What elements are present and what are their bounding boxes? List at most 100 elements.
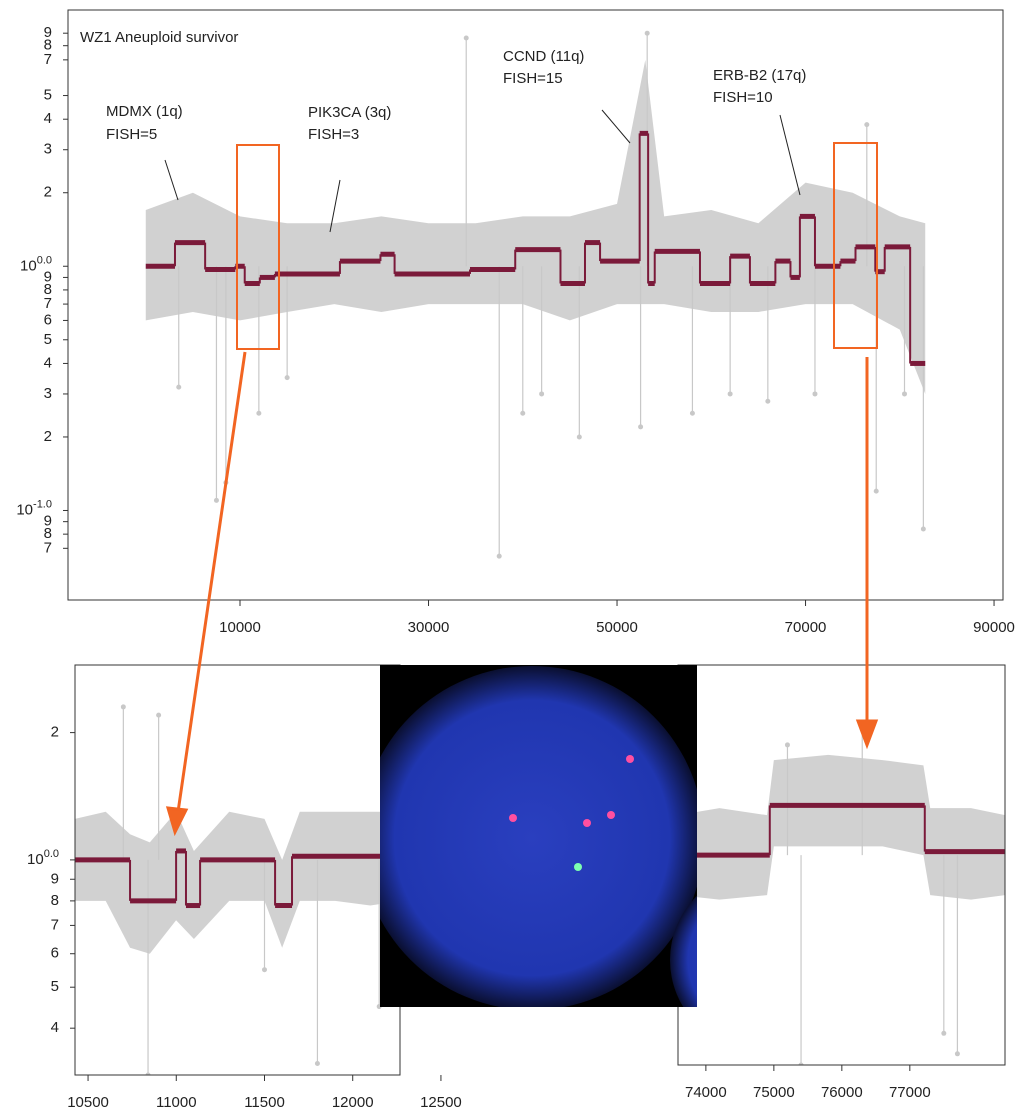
y-tick-label: 3	[44, 141, 52, 158]
gene-label: PIK3CA (3q)	[308, 104, 391, 121]
y-tick-label: 2	[44, 428, 52, 445]
y-tick-label: 7	[44, 51, 52, 68]
zoom-box	[833, 142, 878, 349]
y-tick-label: 9	[51, 870, 59, 887]
fish-label: FISH=15	[503, 70, 563, 87]
y-tick-label: 6	[44, 311, 52, 328]
x-tick-label: 30000	[408, 619, 450, 636]
nucleus	[670, 895, 697, 1007]
x-tick-label: 12000	[332, 1094, 374, 1107]
y-tick-label: 9	[44, 513, 52, 530]
tick-label-base: 6	[44, 311, 52, 328]
y-tick-label: 8	[44, 281, 52, 298]
fish-signal	[626, 755, 634, 763]
spike-point	[213, 497, 219, 503]
tick-label-base: 2	[44, 428, 52, 445]
tick-label-base: 8	[44, 525, 52, 542]
y-tick-label: 4	[44, 110, 52, 127]
spike-point	[941, 1030, 947, 1036]
tick-label-base: 10	[20, 257, 37, 274]
tick-label-base: 9	[44, 268, 52, 285]
main-panel: 10000 30000 50000 70000 900009875432100.0987…	[16, 9, 1015, 636]
y-tick-label: 8	[44, 525, 52, 542]
tick-label-base: 9	[44, 24, 52, 41]
tick-label-base: 8	[44, 37, 52, 54]
spike-point	[638, 424, 644, 430]
y-tick-label: 5	[44, 331, 52, 348]
y-tick-label: 5	[44, 87, 52, 104]
x-tick-label: 10000	[219, 619, 261, 636]
tick-label-base: 10	[16, 501, 33, 518]
tick-label-exponent: 0.0	[44, 848, 59, 860]
spike-point	[644, 30, 650, 36]
tick-label-base: 7	[44, 51, 52, 68]
x-tick-label: 10500	[67, 1094, 109, 1107]
pointer	[329, 179, 341, 233]
spike-point	[261, 967, 267, 973]
noise-band	[678, 754, 1005, 900]
micrograph	[380, 665, 697, 1007]
spike-point	[920, 526, 926, 532]
tick-label-base: 7	[51, 916, 59, 933]
y-tick-label: 100.0	[20, 254, 52, 274]
tick-label-base: 9	[44, 513, 52, 530]
tick-label-base: 4	[44, 354, 52, 371]
tick-label-base: 2	[44, 184, 52, 201]
tick-label-base: 5	[44, 331, 52, 348]
nucleus	[380, 666, 697, 1007]
spike-point	[496, 553, 502, 559]
x-tick-label: 50000	[596, 619, 638, 636]
spike-point	[576, 434, 582, 440]
plot-area	[678, 719, 1005, 1065]
plot-frame	[67, 9, 1004, 601]
tick-label-base: 3	[44, 385, 52, 402]
tick-label-exponent: 0.0	[37, 254, 52, 266]
spike-point	[145, 1072, 151, 1075]
spike-point	[812, 391, 818, 397]
tick-label-base: 4	[44, 110, 52, 127]
y-tick-label: 7	[44, 295, 52, 312]
spike-point	[314, 1061, 320, 1067]
spike-point	[765, 398, 771, 404]
spike-point	[689, 410, 695, 416]
y-tick-label: 8	[51, 892, 59, 909]
y-tick-label: 4	[44, 354, 52, 371]
tick-label-exponent: -1.0	[33, 498, 52, 510]
tick-label-base: 5	[44, 87, 52, 104]
pointer	[164, 159, 179, 201]
panel-title: WZ1 Aneuploid survivor	[80, 29, 238, 46]
spike-point	[873, 488, 879, 494]
spike-point	[864, 122, 870, 128]
x-tick-label: 11000	[156, 1094, 197, 1107]
arrow-head	[165, 806, 189, 837]
right-zoom-panel: 74000 75000 76000 77000	[677, 664, 1006, 1101]
x-tick-label: 90000	[973, 619, 1015, 636]
plot-area	[75, 704, 400, 1075]
y-tick-label: 5	[51, 978, 59, 995]
noise-band	[145, 59, 926, 394]
x-tick-label: 75000	[753, 1084, 795, 1101]
y-tick-label: 10-1.0	[16, 498, 52, 518]
y-tick-label: 7	[51, 916, 59, 933]
y-tick-label: 7	[44, 539, 52, 556]
spike-point	[463, 35, 469, 41]
spike-point	[798, 1062, 804, 1065]
y-tick-label: 2	[51, 724, 59, 741]
arrow-head	[855, 719, 879, 750]
x-tick-label: 77000	[889, 1084, 931, 1101]
tick-label-base: 8	[51, 892, 59, 909]
tick-label-base: 5	[51, 978, 59, 995]
x-tick-label: 11500	[244, 1094, 285, 1107]
spike-point	[256, 410, 262, 416]
tick-label-base: 7	[44, 295, 52, 312]
spike-point	[902, 391, 908, 397]
y-tick-label: 4	[51, 1019, 59, 1036]
gene-label: CCND (11q)	[503, 48, 584, 65]
y-tick-label: 6	[51, 945, 59, 962]
tick-label-base: 8	[44, 281, 52, 298]
x-tick-label: 12500	[420, 1094, 462, 1107]
x-tick-label: 70000	[785, 619, 827, 636]
spike-point	[120, 704, 126, 710]
spike-point	[284, 375, 290, 381]
